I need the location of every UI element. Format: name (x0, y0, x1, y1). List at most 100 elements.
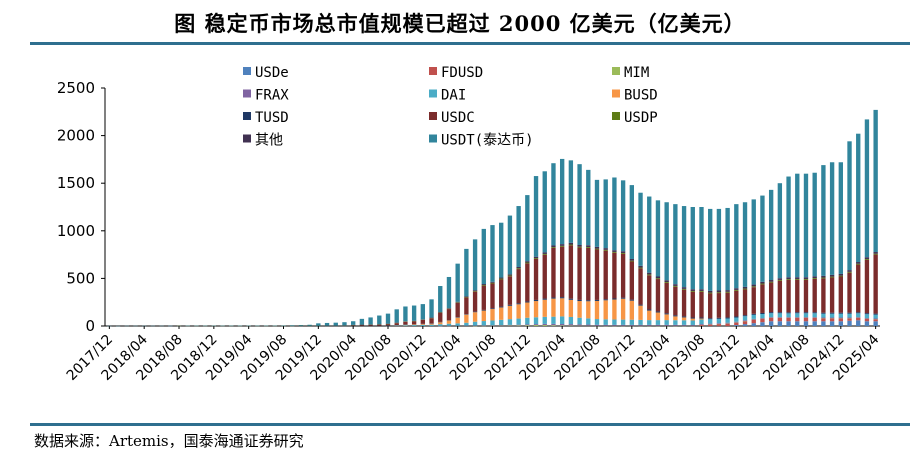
bar-segment-FRAX (821, 317, 826, 319)
bar-segment-USDT(泰达币) (342, 322, 347, 326)
bar-segment-USDP (472, 291, 478, 292)
bar-segment-BUSD (568, 299, 574, 317)
bar-segment-USDP (716, 292, 722, 294)
bar-segment-DAI (829, 313, 835, 318)
bar-segment-USDC (594, 249, 600, 300)
bar-segment-USDT(泰达币) (594, 179, 600, 247)
bar-segment-MIM (533, 325, 539, 326)
bar-segment-其他 (499, 277, 504, 279)
bar-segment-其他 (734, 288, 739, 290)
bar-segment-USDP (603, 249, 608, 251)
bar-segment-FRAX (655, 324, 661, 326)
bar-segment-FRAX (568, 324, 574, 326)
bar-segment-USDT(泰达币) (516, 206, 521, 267)
bar-segment-TUSD (768, 312, 774, 314)
bar-segment-BUSD (699, 318, 704, 320)
bar-segment-USDT(泰达币) (803, 173, 809, 278)
bar-segment-TUSD (864, 313, 870, 315)
bar-segment-USDC (559, 246, 565, 298)
bar-segment-USDC (394, 323, 399, 326)
bar-segment-FDUSD (821, 318, 826, 322)
bar-segment-BUSD (620, 298, 626, 320)
bar-segment-USDC (603, 250, 608, 300)
bar-segment-TUSD (542, 298, 547, 300)
bar-segment-USDP (664, 282, 669, 283)
bar-segment-USDT(泰达币) (612, 177, 617, 251)
bar-segment-USDe (786, 321, 791, 326)
bar-segment-USDC (403, 321, 408, 325)
bar-segment-BUSD (594, 300, 600, 320)
bar-segment-其他 (464, 296, 469, 298)
bar-segment-USDT(泰达币) (403, 306, 408, 322)
bar-segment-USDP (777, 279, 783, 281)
bar-segment-DAI (664, 320, 669, 325)
bar-segment-TUSD (638, 304, 643, 306)
bar-segment-USDC (438, 312, 443, 322)
bar-segment-USDT(泰达币) (708, 208, 713, 291)
bar-segment-BUSD (612, 299, 617, 320)
bar-segment-USDC (638, 268, 643, 305)
legend: USDe FDUSD MIM FRAX DAI BUSD TUSD USDC USDP 其他 USD… (243, 65, 658, 149)
bar-segment-FRAX (586, 324, 591, 326)
bar-segment-USDT(泰达币) (690, 207, 695, 290)
bar-segment-其他 (768, 280, 774, 282)
bar-segment-DAI (464, 322, 469, 326)
bar-segment-DAI (429, 324, 434, 326)
bar-segment-USDP (795, 278, 800, 280)
bar-segment-BUSD (464, 314, 469, 323)
bar-segment-USDC (516, 269, 521, 304)
bar-segment-FDUSD (760, 318, 765, 323)
bar-segment-DAI (551, 316, 556, 324)
bar-segment-USDT(泰达币) (751, 199, 756, 285)
bar-segment-其他 (612, 250, 617, 252)
source-note: 数据来源：Artemis，国泰海通证券研究 (34, 432, 304, 450)
bar-segment-USDP (708, 292, 713, 294)
bar-segment-USDC (699, 291, 704, 318)
bar-segment-USDC (856, 264, 861, 313)
bar-segment-USDC (464, 297, 469, 315)
bar-segment-FRAX (873, 318, 878, 320)
bar-segment-USDP (499, 278, 504, 280)
bar-segment-DAI (629, 319, 635, 325)
bar-segment-FDUSD (847, 318, 852, 321)
bar-segment-FDUSD (777, 317, 783, 322)
bar-segment-其他 (507, 274, 513, 276)
bar-segment-BUSD (673, 316, 678, 321)
bar-segment-USDP (647, 274, 652, 276)
bar-segment-FRAX (708, 323, 713, 325)
bar-segment-DAI (681, 320, 687, 325)
bar-segment-TUSD (516, 303, 521, 305)
bar-segment-TUSD (664, 313, 669, 315)
bar-segment-DAI (742, 316, 748, 321)
bar-segment-USDC (499, 279, 504, 307)
bar-segment-BUSD (420, 324, 426, 325)
bar-segment-USDC (420, 320, 426, 324)
bar-segment-FRAX (620, 324, 626, 326)
bar-segment-DAI (620, 319, 626, 325)
bar-segment-USDT(泰达币) (472, 239, 478, 291)
bar-segment-BUSD (481, 310, 486, 322)
bar-segment-FRAX (812, 317, 817, 318)
bar-segment-DAI (864, 314, 870, 319)
bar-segment-FRAX (647, 324, 652, 326)
bar-segment-USDC (525, 263, 530, 302)
bar-segment-FDUSD (829, 318, 835, 322)
bar-segment-DAI (533, 317, 539, 325)
bar-segment-TUSD (742, 315, 748, 317)
bar-segment-DAI (577, 317, 582, 325)
bar-segment-FDUSD (864, 318, 870, 322)
bar-segment-USDC (847, 272, 852, 313)
bar-segment-USDe (751, 323, 756, 326)
bar-segment-USDT(泰达币) (438, 286, 443, 313)
bar-segment-USDe (821, 321, 826, 326)
bar-segment-DAI (446, 323, 452, 326)
bar-segment-TUSD (856, 312, 861, 314)
bar-segment-USDT(泰达币) (629, 185, 635, 259)
bar-segment-TUSD (490, 308, 495, 310)
bar-segment-USDP (734, 289, 739, 291)
bar-segment-USDP (568, 244, 574, 246)
bar-segment-USDC (472, 291, 478, 312)
bar-segment-BUSD (438, 322, 443, 325)
bar-segment-BUSD (638, 305, 643, 320)
bar-segment-TUSD (620, 297, 626, 299)
